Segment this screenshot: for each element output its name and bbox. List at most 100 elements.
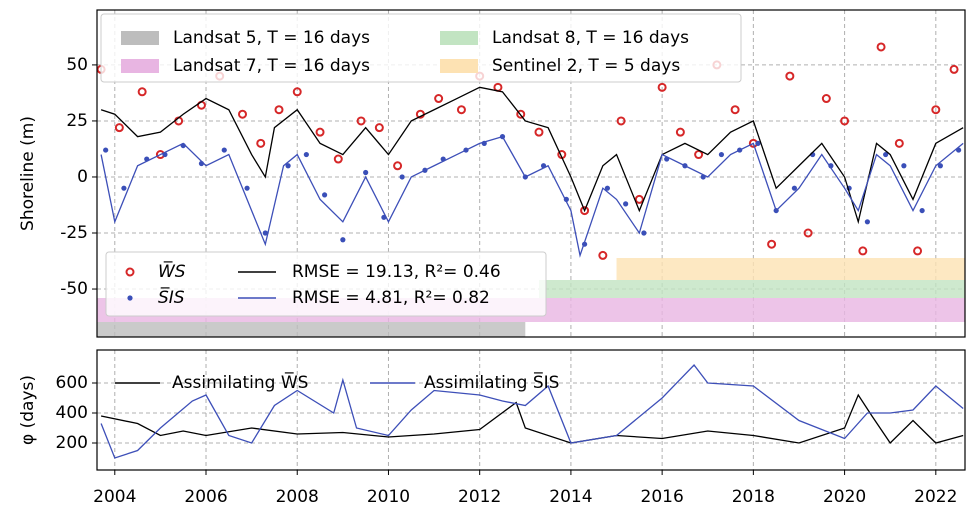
obs-point (256, 138, 266, 148)
y-tick-label: 25 (66, 111, 88, 131)
obs-point (821, 94, 831, 104)
obs-point (137, 87, 147, 97)
y-tick-label: -50 (60, 279, 88, 299)
obs-point (580, 206, 590, 216)
legend-patch (121, 31, 159, 45)
y-tick-label: -25 (60, 223, 88, 243)
legend-label: RMSE = 19.13, R²= 0.46 (292, 262, 501, 282)
obs-point (675, 127, 685, 137)
legend-label: W̅S (158, 260, 186, 282)
obs-point (303, 151, 309, 158)
obs-point (456, 105, 466, 115)
x-tick-label: 2016 (641, 487, 684, 507)
obs-point (876, 42, 886, 52)
legend-label: Landsat 7, T = 16 days (173, 56, 370, 76)
legend-label: Assimilating W̅S (172, 371, 308, 393)
x-tick-label: 2018 (732, 487, 775, 507)
fit-line (100, 135, 964, 258)
obs-point (623, 201, 629, 207)
x-tick-label: 2004 (93, 487, 136, 507)
x-tick-label: 2022 (914, 487, 957, 507)
obs-point (785, 71, 795, 81)
obs-point (262, 230, 268, 236)
phi-line (100, 364, 964, 459)
y-tick-label: 400 (56, 403, 88, 423)
x-tick-label: 2010 (367, 487, 410, 507)
legend-patch (440, 59, 478, 73)
y-tick-label: 600 (56, 373, 88, 393)
y-tick-label: 0 (77, 167, 88, 187)
axes-frame (96, 9, 966, 338)
mission-band (97, 322, 526, 337)
obs-point (315, 127, 325, 137)
obs-point (322, 192, 328, 198)
legend-box (105, 251, 547, 317)
obs-point (333, 154, 343, 164)
obs-point (114, 123, 124, 133)
obs-point (791, 185, 798, 191)
legend-label: Landsat 5, T = 16 days (173, 28, 370, 48)
obs-point (894, 138, 904, 148)
mission-band (616, 258, 965, 280)
obs-point (274, 105, 284, 115)
obs-point (634, 194, 644, 204)
obs-point (755, 140, 761, 146)
obs-point (803, 228, 813, 238)
obs-point (616, 116, 626, 126)
obs-point (238, 109, 248, 119)
obs-point (434, 94, 444, 104)
obs-point (883, 151, 889, 158)
obs-point (393, 161, 403, 171)
obs-point (718, 151, 725, 158)
axes-frame (96, 349, 966, 471)
obs-point (534, 127, 544, 137)
legend-patch (440, 31, 478, 45)
x-tick-label: 2008 (276, 487, 319, 507)
x-tick-label: 2012 (458, 487, 501, 507)
obs-point (864, 219, 870, 225)
obs-point (730, 105, 740, 115)
obs-point (840, 116, 850, 126)
x-tick-label: 2014 (549, 487, 592, 507)
legend-label: S̅IS (158, 286, 185, 308)
obs-point (657, 82, 667, 92)
y-axis-label: φ (days) (18, 375, 38, 445)
x-tick-label: 2006 (184, 487, 227, 507)
obs-point (901, 163, 907, 169)
legend-patch (121, 59, 159, 73)
obs-point (694, 150, 704, 160)
obs-point (858, 246, 868, 256)
obs-point (913, 246, 923, 256)
obs-point (949, 64, 959, 74)
legend-label: Assimilating S̅IS (424, 371, 559, 393)
legend-label: RMSE = 4.81, R²= 0.82 (292, 288, 490, 308)
legend-marker (127, 295, 133, 301)
obs-point (937, 163, 943, 169)
obs-point (767, 239, 777, 249)
obs-point (221, 147, 227, 153)
obs-point (604, 185, 611, 191)
obs-point (919, 207, 925, 214)
legend-box (100, 13, 742, 83)
y-tick-label: 50 (66, 55, 88, 75)
obs-point (641, 230, 647, 236)
obs-point (285, 163, 291, 169)
obs-point (356, 116, 366, 126)
legend-label: Landsat 8, T = 16 days (492, 28, 689, 48)
plot-area (97, 350, 965, 470)
obs-point (121, 185, 127, 191)
y-tick-label: 200 (56, 433, 88, 453)
mission-band (538, 280, 965, 298)
obs-point (516, 109, 526, 119)
obs-point (340, 237, 346, 243)
legend-marker (125, 267, 135, 277)
obs-point (363, 169, 369, 176)
obs-point (103, 147, 109, 153)
obs-point (374, 123, 384, 133)
y-axis-label: Shoreline (m) (18, 116, 38, 231)
fit-line (100, 86, 964, 225)
obs-point (244, 185, 250, 191)
x-tick-label: 2020 (823, 487, 866, 507)
obs-point (931, 105, 941, 115)
